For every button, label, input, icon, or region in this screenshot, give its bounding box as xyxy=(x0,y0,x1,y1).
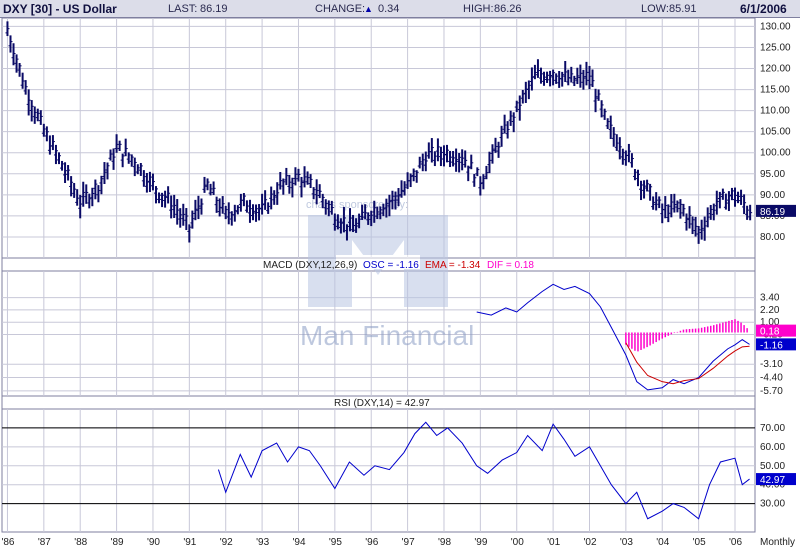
y-tick-label: 95.00 xyxy=(760,169,785,180)
quote-header: DXY [30] - US Dollar LAST: 86.19 CHANGE:… xyxy=(0,0,800,18)
last-price-tag-text: 86.19 xyxy=(760,207,785,218)
low-label: LOW: xyxy=(641,3,669,15)
y-tick-label: 3.40 xyxy=(760,293,780,304)
y-tick-label: 50.00 xyxy=(760,461,785,472)
y-tick-label: 2.20 xyxy=(760,305,780,316)
low-value: 85.91 xyxy=(669,3,697,15)
period-label: Monthly xyxy=(760,537,795,548)
x-tick-label: '98 xyxy=(438,537,451,548)
x-tick-label: '89 xyxy=(111,537,124,548)
macd-title: MACD (DXY,12,26,9) xyxy=(263,260,357,271)
high-value: 86.26 xyxy=(494,3,522,15)
x-tick-label: '87 xyxy=(38,537,51,548)
y-tick-label: 100.00 xyxy=(760,148,791,159)
macd-osc-line xyxy=(476,283,750,391)
rsi-line xyxy=(217,421,750,520)
sponsor-watermark: charts sponsored by: Man Financial xyxy=(300,199,474,351)
x-tick-label: '93 xyxy=(256,537,269,548)
y-tick-label: 130.00 xyxy=(760,21,791,32)
up-arrow-icon: ▲ xyxy=(364,4,373,14)
x-tick-label: '95 xyxy=(329,537,342,548)
symbol-title: DXY [30] - US Dollar xyxy=(3,2,117,16)
rsi-value-tag xyxy=(756,473,796,486)
y-tick-label: 1.00 xyxy=(760,317,780,328)
x-tick-label: '97 xyxy=(402,537,415,548)
high-label: HIGH: xyxy=(463,3,494,15)
x-tick-label: '90 xyxy=(147,537,160,548)
y-tick-label: 80.00 xyxy=(760,232,785,243)
last-price-tag xyxy=(756,204,796,217)
y-tick-label: 125.00 xyxy=(760,42,791,53)
macd-osc-label: OSC = -1.16 xyxy=(363,260,419,271)
watermark-brand: Man Financial xyxy=(300,320,474,351)
rsi-panel-frame xyxy=(1,395,756,533)
x-tick-label: '01 xyxy=(547,537,560,548)
macd-dif-label: DIF = 0.18 xyxy=(487,260,534,271)
chart-marks xyxy=(2,21,755,520)
y-tick-label: 60.00 xyxy=(760,442,785,453)
x-tick-label: '02 xyxy=(583,537,596,548)
x-tick-label: '92 xyxy=(220,537,233,548)
osc-value-tag-text: -1.16 xyxy=(760,340,783,351)
rsi-value-tag-text: 42.97 xyxy=(760,475,785,486)
x-tick-label: '99 xyxy=(474,537,487,548)
last-value: 86.19 xyxy=(200,3,228,15)
y-tick-label: 110.00 xyxy=(760,106,790,117)
quote-date: 6/1/2006 xyxy=(740,2,787,16)
x-tick-label: '86 xyxy=(1,537,14,548)
y-tick-label: -5.70 xyxy=(760,386,783,397)
osc-value-tag xyxy=(756,338,796,351)
x-tick-label: '91 xyxy=(183,537,196,548)
rsi-title: RSI (DXY,14) = 42.97 xyxy=(334,398,430,409)
y-tick-label: 120.00 xyxy=(760,64,791,75)
macd-ema-label: EMA = -1.34 xyxy=(425,260,481,271)
x-tick-label: '88 xyxy=(74,537,87,548)
macd-ema-line xyxy=(625,342,750,385)
x-tick-label: '94 xyxy=(292,537,305,548)
y-tick-label: 70.00 xyxy=(760,423,785,434)
y-tick-label: 90.00 xyxy=(760,190,785,201)
grid-lines xyxy=(2,18,755,532)
change-label: CHANGE: xyxy=(315,3,366,15)
x-tick-label: '00 xyxy=(511,537,524,548)
dif-value-tag-text: 0.18 xyxy=(760,327,780,338)
y-tick-label: 115.00 xyxy=(760,85,790,96)
x-tick-label: '03 xyxy=(620,537,633,548)
x-tick-label: '06 xyxy=(729,537,742,548)
y-tick-label: 30.00 xyxy=(760,499,785,510)
x-tick-label: '04 xyxy=(656,537,669,548)
axis-labels: '86 '87 '88 '89 '90 '91 '92 '93 '94 '95 '96 '97 '98 '… xyxy=(1,21,796,548)
dif-value-tag xyxy=(756,324,796,337)
last-label: LAST: xyxy=(168,3,198,15)
y-tick-label: -3.10 xyxy=(760,359,783,370)
y-tick-label: -4.40 xyxy=(760,373,783,384)
x-tick-label: '05 xyxy=(693,537,706,548)
y-tick-label: 105.00 xyxy=(760,127,791,138)
y-tick-label: 40.00 xyxy=(760,480,785,491)
change-value: 0.34 xyxy=(378,3,400,15)
x-tick-label: '96 xyxy=(365,537,378,548)
